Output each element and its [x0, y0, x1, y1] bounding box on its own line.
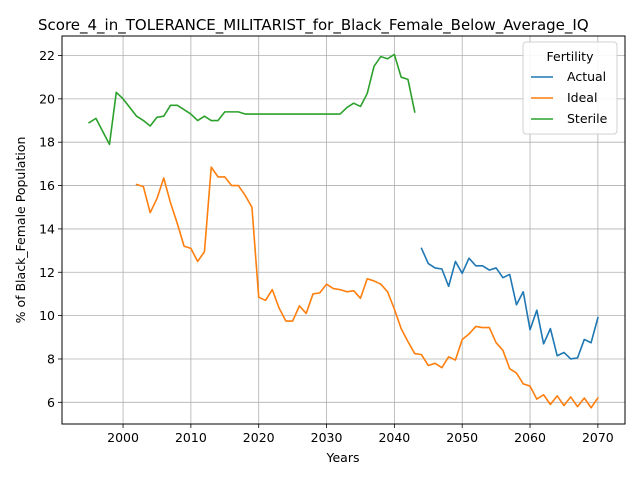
chart-title: Score_4_in_TOLERANCE_MILITARIST_for_Blac…	[38, 16, 589, 35]
legend-title: Fertility	[547, 49, 595, 64]
series-line-sterile	[88, 53, 416, 146]
x-tick-label: 2020	[243, 430, 275, 445]
y-axis-title: % of Black_Female Population	[13, 137, 28, 324]
legend-box	[522, 41, 618, 135]
legend: Fertility Actual Ideal Sterile	[522, 41, 618, 135]
axis-ticks: 2000 2010 2020 2030 2040 2050 2060 2070 6 8 10 12 14…	[39, 48, 614, 445]
plot-frame	[61, 35, 626, 425]
y-tick-label: 22	[39, 48, 55, 63]
x-tick-label: 2060	[514, 430, 546, 445]
legend-label-actual: Actual	[567, 69, 606, 84]
x-axis-title: Years	[326, 450, 360, 465]
y-tick-label: 12	[39, 265, 55, 280]
series-line-ideal	[135, 166, 599, 409]
x-tick-label: 2010	[175, 430, 207, 445]
y-tick-label: 16	[39, 178, 55, 193]
y-tick-label: 18	[39, 135, 55, 150]
x-tick-label: 2050	[446, 430, 478, 445]
y-tick-label: 8	[47, 351, 55, 366]
legend-label-ideal: Ideal	[567, 90, 597, 105]
x-tick-label: 2070	[582, 430, 614, 445]
y-tick-label: 14	[39, 221, 55, 236]
x-tick-label: 2040	[378, 430, 410, 445]
x-tick-label: 2000	[107, 430, 139, 445]
y-tick-label: 20	[39, 91, 55, 106]
x-tick-label: 2030	[311, 430, 343, 445]
legend-label-sterile: Sterile	[567, 111, 608, 126]
series-line-actual	[420, 247, 599, 360]
y-tick-label: 10	[39, 308, 55, 323]
y-tick-label: 6	[47, 395, 55, 410]
series-lines	[88, 53, 599, 409]
